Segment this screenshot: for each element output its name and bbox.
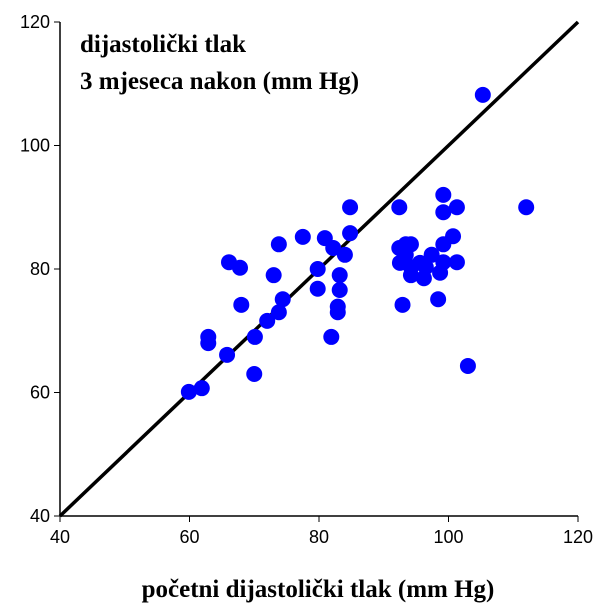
scatter-point [246, 365, 263, 382]
scatter-point [309, 261, 326, 277]
scatter-point [336, 246, 353, 263]
scatter-point [323, 328, 340, 345]
scatter-point [274, 291, 291, 308]
scatter-point [391, 240, 408, 257]
scatter-point [200, 335, 217, 352]
scatter-point [423, 246, 440, 263]
scatter-point [265, 267, 282, 284]
scatter-point [246, 328, 263, 345]
scatter-point [329, 304, 346, 321]
scatter-point [435, 186, 452, 203]
scatter-point [430, 291, 447, 308]
scatter-point [415, 270, 432, 287]
scatter-point [232, 259, 249, 276]
scatter-point [309, 280, 326, 297]
y-tick-label: 40 [30, 506, 50, 526]
scatter-point [448, 254, 465, 271]
scatter-point [325, 240, 342, 257]
scatter-point [474, 86, 491, 103]
scatter-point [331, 281, 348, 298]
scatter-point [294, 228, 311, 245]
y-tick-label: 80 [30, 259, 50, 279]
scatter-point [402, 267, 419, 284]
x-tick-label: 120 [563, 527, 593, 547]
title-line: dijastolički tlak [80, 31, 246, 58]
scatter-point [435, 204, 452, 221]
scatter-point [435, 236, 452, 253]
scatter-point [432, 264, 449, 281]
scatter-point [459, 357, 476, 374]
scatter-point [331, 267, 348, 284]
scatter-point [270, 236, 287, 253]
scatter-point [219, 346, 236, 363]
scatter-point [448, 199, 465, 216]
x-tick-label: 40 [50, 527, 70, 547]
scatter-point [394, 296, 411, 313]
scatter-point [391, 199, 408, 216]
scatter-point [270, 304, 287, 321]
scatter-point [259, 312, 276, 329]
title-line: 3 mjeseca nakon (mm Hg) [80, 68, 359, 95]
scatter-point [180, 383, 197, 400]
x-tick-label: 60 [179, 527, 199, 547]
x-tick-label: 80 [309, 527, 329, 547]
y-tick-label: 60 [30, 383, 50, 403]
y-tick-label: 120 [20, 12, 50, 32]
scatter-point [342, 199, 359, 216]
x-axis-label: početni dijastolički tlak (mm Hg) [142, 576, 495, 603]
scatter-point [233, 296, 250, 313]
y-tick-label: 100 [20, 136, 50, 156]
x-tick-label: 100 [433, 527, 463, 547]
scatter-point [342, 225, 359, 242]
scatter-point [518, 199, 535, 216]
scatter-point [193, 380, 210, 397]
